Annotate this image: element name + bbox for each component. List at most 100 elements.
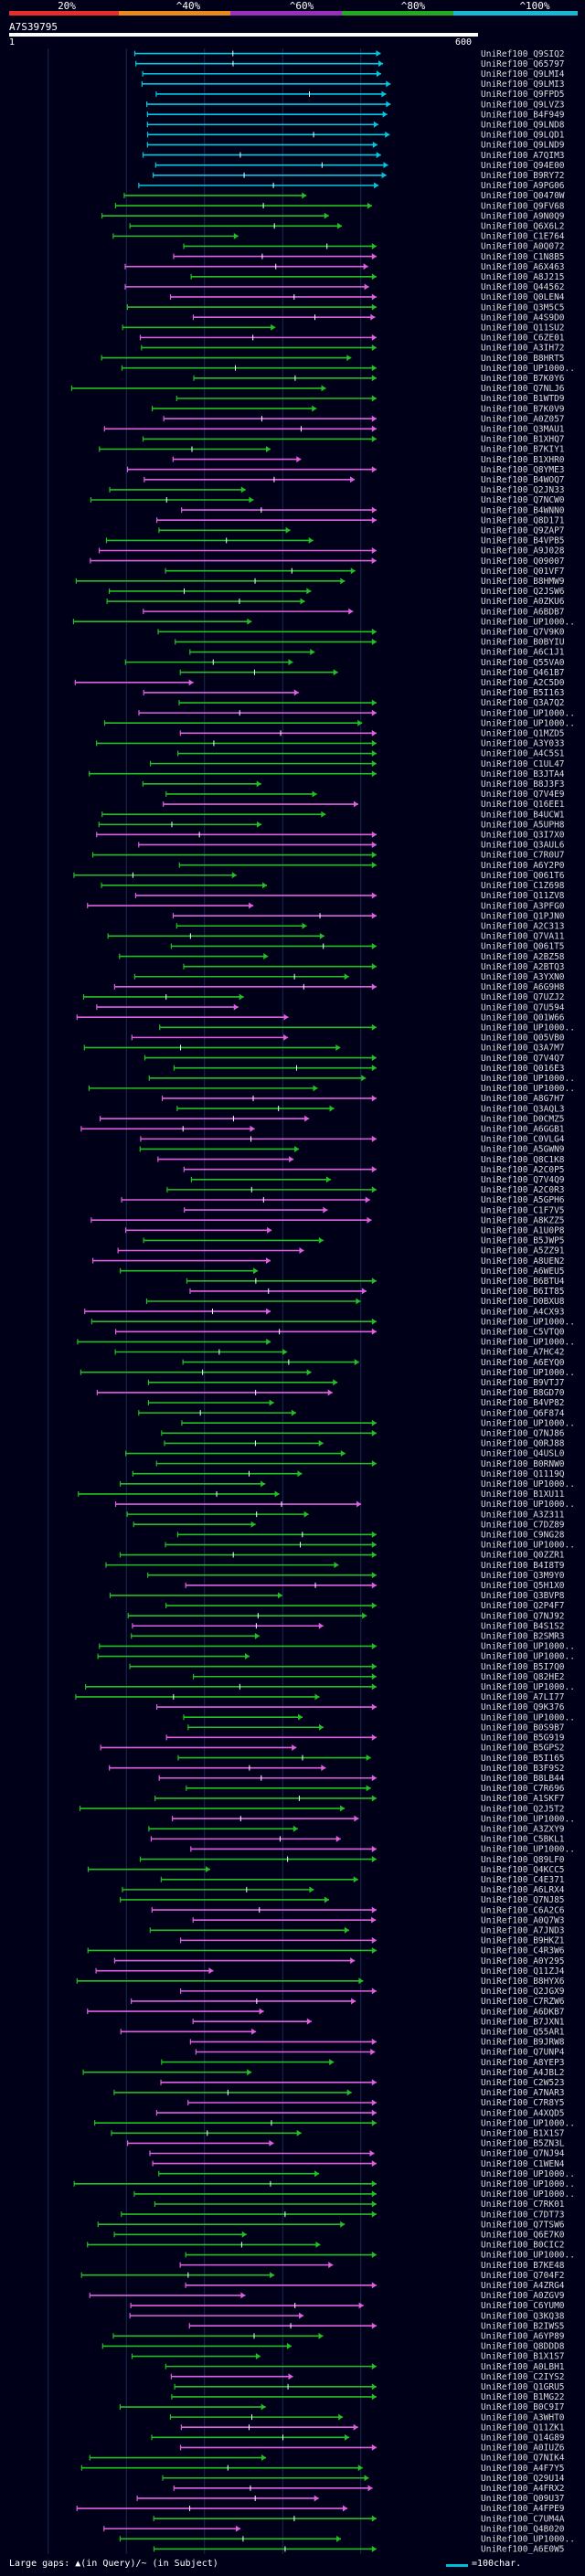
hit-label[interactable]: UniRef100_A0IUZ6 xyxy=(481,2443,565,2454)
hit-label[interactable]: UniRef100_UP1000.. xyxy=(481,2251,575,2261)
hit-label[interactable]: UniRef100_B8HYX6 xyxy=(481,1977,565,1987)
hit-label[interactable]: UniRef100_B8GD70 xyxy=(481,1388,565,1398)
hit-label[interactable]: UniRef100_UP1000.. xyxy=(481,1023,575,1033)
hit-label[interactable]: UniRef100_Q016E3 xyxy=(481,1064,565,1074)
hit-label[interactable]: UniRef100_Q2P4F7 xyxy=(481,1601,565,1611)
hit-label[interactable]: UniRef100_D0CMZ5 xyxy=(481,1114,565,1124)
hit-label[interactable]: UniRef100_A3Y033 xyxy=(481,739,565,749)
hit-label[interactable]: UniRef100_B1XHQ7 xyxy=(481,435,565,445)
hit-label[interactable]: UniRef100_A4FPE9 xyxy=(481,2504,565,2514)
hit-label[interactable]: UniRef100_Q9K376 xyxy=(481,1702,565,1712)
hit-label[interactable]: UniRef100_Q5H1X0 xyxy=(481,1581,565,1591)
hit-label[interactable]: UniRef100_B4VP82 xyxy=(481,1398,565,1408)
hit-label[interactable]: UniRef100_Q7V4Q7 xyxy=(481,1054,565,1064)
hit-label[interactable]: UniRef100_A4F7Y5 xyxy=(481,2464,565,2474)
hit-label[interactable]: UniRef100_UP1000.. xyxy=(481,1338,575,1348)
hit-label[interactable]: UniRef100_C6A2C6 xyxy=(481,1905,565,1915)
hit-label[interactable]: UniRef100_Q16EE1 xyxy=(481,800,565,810)
hit-label[interactable]: UniRef100_UP1000.. xyxy=(481,364,575,374)
hit-label[interactable]: UniRef100_B4S1S2 xyxy=(481,1621,565,1631)
hit-label[interactable]: UniRef100_B1X1S7 xyxy=(481,2352,565,2362)
hit-label[interactable]: UniRef100_A0ZKU6 xyxy=(481,597,565,607)
hit-label[interactable]: UniRef100_Q9LND9 xyxy=(481,141,565,151)
hit-label[interactable]: UniRef100_Q3BVP8 xyxy=(481,1591,565,1601)
hit-label[interactable]: UniRef100_B7K0Y6 xyxy=(481,374,565,384)
hit-label[interactable]: UniRef100_Q14G89 xyxy=(481,2433,565,2443)
hit-label[interactable]: UniRef100_Q1119Q xyxy=(481,1469,565,1479)
hit-label[interactable]: UniRef100_Q2JN33 xyxy=(481,485,565,495)
hit-label[interactable]: UniRef100_A6C1J1 xyxy=(481,648,565,658)
hit-label[interactable]: UniRef100_B3JTA4 xyxy=(481,769,565,779)
hit-label[interactable]: UniRef100_A5UPH8 xyxy=(481,820,565,830)
hit-label[interactable]: UniRef100_B2SMR3 xyxy=(481,1632,565,1642)
hit-label[interactable]: UniRef100_B5ZN3L xyxy=(481,2139,565,2149)
hit-label[interactable]: UniRef100_Q7U594 xyxy=(481,1002,565,1012)
hit-label[interactable]: UniRef100_B5I165 xyxy=(481,1754,565,1764)
hit-label[interactable]: UniRef100_UP1000.. xyxy=(481,1712,575,1723)
hit-label[interactable]: UniRef100_B4VPB5 xyxy=(481,536,565,546)
hit-label[interactable]: UniRef100_A9J028 xyxy=(481,546,565,557)
hit-label[interactable]: UniRef100_B4F949 xyxy=(481,110,565,120)
hit-label[interactable]: UniRef100_Q94E00 xyxy=(481,161,565,171)
hit-label[interactable]: UniRef100_Q11ZJ4 xyxy=(481,1966,565,1977)
hit-label[interactable]: UniRef100_A3WHT0 xyxy=(481,2412,565,2422)
hit-label[interactable]: UniRef100_Q3A7M7 xyxy=(481,1044,565,1054)
hit-label[interactable]: UniRef100_Q461B7 xyxy=(481,668,565,678)
hit-label[interactable]: UniRef100_A6LRX4 xyxy=(481,1885,565,1895)
hit-label[interactable]: UniRef100_B4UCW1 xyxy=(481,810,565,820)
hit-label[interactable]: UniRef100_Q9LMI3 xyxy=(481,80,565,90)
hit-label[interactable]: UniRef100_Q3A7Q2 xyxy=(481,698,565,708)
hit-label[interactable]: UniRef100_Q7V4E9 xyxy=(481,790,565,800)
hit-label[interactable]: UniRef100_A6E0W5 xyxy=(481,2545,565,2555)
hit-label[interactable]: UniRef100_UP1000.. xyxy=(481,617,575,627)
hit-label[interactable]: UniRef100_A4C5S1 xyxy=(481,749,565,759)
hit-label[interactable]: UniRef100_Q061T6 xyxy=(481,871,565,881)
hit-label[interactable]: UniRef100_UP1000.. xyxy=(481,1814,575,1824)
hit-label[interactable]: UniRef100_UP1000.. xyxy=(481,1317,575,1327)
hit-label[interactable]: UniRef100_Q09007 xyxy=(481,557,565,567)
hit-label[interactable]: UniRef100_A5GPH6 xyxy=(481,1195,565,1205)
hit-label[interactable]: UniRef100_Q3AQL3 xyxy=(481,1104,565,1114)
hit-label[interactable]: UniRef100_B4I8T9 xyxy=(481,1561,565,1571)
hit-label[interactable]: UniRef100_Q1GRU5 xyxy=(481,2382,565,2392)
hit-label[interactable]: UniRef100_Q3M9Y0 xyxy=(481,1571,565,1581)
hit-label[interactable]: UniRef100_UP1000.. xyxy=(481,2535,575,2545)
hit-label[interactable]: UniRef100_A2C313 xyxy=(481,921,565,931)
hit-label[interactable]: UniRef100_B7KIY1 xyxy=(481,445,565,455)
hit-label[interactable]: UniRef100_Q8YME3 xyxy=(481,465,565,475)
hit-label[interactable]: UniRef100_A0Q7W3 xyxy=(481,1915,565,1925)
hit-label[interactable]: UniRef100_C5VTQ0 xyxy=(481,1328,565,1338)
hit-label[interactable]: UniRef100_A4XQD5 xyxy=(481,2108,565,2118)
hit-label[interactable]: UniRef100_Q6X6L2 xyxy=(481,221,565,231)
hit-label[interactable]: UniRef100_A2C5D0 xyxy=(481,678,565,688)
hit-label[interactable]: UniRef100_C6YUM0 xyxy=(481,2301,565,2311)
hit-label[interactable]: UniRef100_B1MG22 xyxy=(481,2392,565,2402)
hit-label[interactable]: UniRef100_A4CX93 xyxy=(481,1307,565,1317)
hit-label[interactable]: UniRef100_Q0ZZR1 xyxy=(481,1551,565,1561)
hit-label[interactable]: UniRef100_D0BXU8 xyxy=(481,1297,565,1307)
hit-label[interactable]: UniRef100_UP1000.. xyxy=(481,2189,575,2200)
hit-label[interactable]: UniRef100_Q29U14 xyxy=(481,2474,565,2484)
hit-label[interactable]: UniRef100_C4R3W6 xyxy=(481,1946,565,1956)
hit-label[interactable]: UniRef100_Q3AUL6 xyxy=(481,841,565,851)
hit-label[interactable]: UniRef100_Q55AR1 xyxy=(481,2027,565,2037)
hit-label[interactable]: UniRef100_C7UM4A xyxy=(481,2514,565,2524)
hit-label[interactable]: UniRef100_C7R8Y5 xyxy=(481,2098,565,2108)
hit-label[interactable]: UniRef100_Q6E7K0 xyxy=(481,2231,565,2241)
hit-label[interactable]: UniRef100_B4WOQ7 xyxy=(481,475,565,485)
hit-label[interactable]: UniRef100_Q7NIK4 xyxy=(481,2454,565,2464)
hit-label[interactable]: UniRef100_Q7NLJ6 xyxy=(481,384,565,394)
hit-label[interactable]: UniRef100_Q7NJ86 xyxy=(481,1429,565,1439)
hit-label[interactable]: UniRef100_Q9LVZ3 xyxy=(481,100,565,110)
hit-label[interactable]: UniRef100_C4E371 xyxy=(481,1875,565,1885)
hit-label[interactable]: UniRef100_C7DZ89 xyxy=(481,1520,565,1530)
hit-label[interactable]: UniRef100_Q11ZK1 xyxy=(481,2422,565,2433)
hit-label[interactable]: UniRef100_UP1000.. xyxy=(481,1500,575,1510)
hit-label[interactable]: UniRef100_A3Z311 xyxy=(481,1510,565,1520)
hit-label[interactable]: UniRef100_B5I163 xyxy=(481,688,565,698)
hit-label[interactable]: UniRef100_Q09U37 xyxy=(481,2494,565,2504)
hit-label[interactable]: UniRef100_Q9FPD5 xyxy=(481,90,565,100)
hit-label[interactable]: UniRef100_Q01W66 xyxy=(481,1012,565,1023)
hit-label[interactable]: UniRef100_A1SKF7 xyxy=(481,1794,565,1804)
hit-label[interactable]: UniRef100_Q9SIQ2 xyxy=(481,49,565,59)
